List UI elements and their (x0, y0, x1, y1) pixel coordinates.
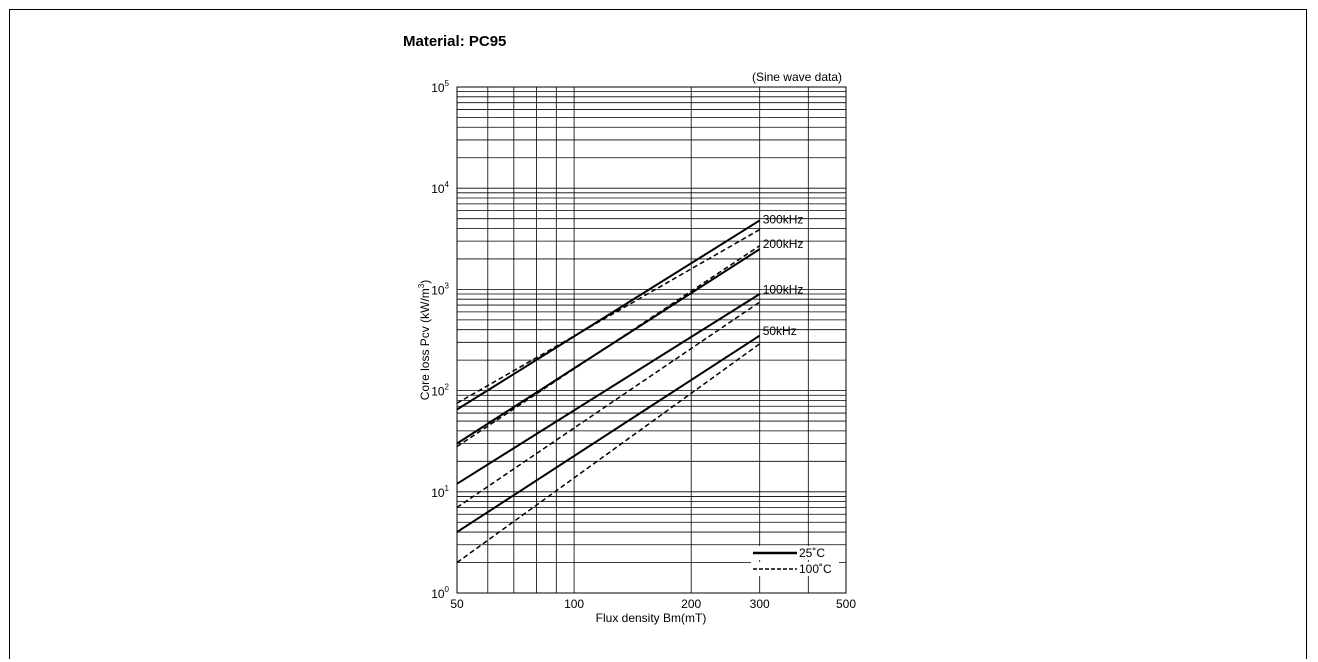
curve-label-50kHz: 50kHz (763, 324, 797, 338)
series-line-100kHz-dashed (456, 301, 761, 509)
series-line-200kHz-solid (456, 248, 761, 445)
x-tick-label: 500 (836, 597, 856, 611)
curve-label-100kHz: 100kHz (763, 282, 804, 296)
series-layer (456, 219, 761, 564)
series-line-300kHz-solid (456, 219, 761, 411)
series-line-50kHz-solid (456, 334, 761, 533)
curve-labels: 300kHz 200kHz 100kHz 50kHz (763, 213, 804, 338)
series-line-300kHz-dashed (456, 228, 761, 404)
y-axis-label-sup: 3 (417, 283, 426, 288)
x-tick-label: 100 (564, 597, 584, 611)
x-tick-label: 200 (681, 597, 701, 611)
x-tick-label: 50 (450, 597, 464, 611)
sine-wave-note: (Sine wave data) (752, 70, 842, 84)
y-axis-label: Core loss Pcv (kW/m3) (417, 280, 432, 400)
curve-label-200kHz: 200kHz (763, 237, 804, 251)
plot-area (456, 86, 847, 594)
y-axis-label-end: ) (418, 280, 432, 284)
curve-label-300kHz: 300kHz (763, 213, 804, 227)
x-tick-label: 300 (750, 597, 770, 611)
series-line-50kHz-dashed (456, 343, 761, 564)
series-line-100kHz-solid (456, 293, 761, 485)
legend: 25˚C 100˚C (751, 546, 839, 576)
series-line-200kHz-dashed (456, 245, 761, 448)
y-tick-label: 102 (431, 383, 449, 399)
y-tick-label: 100 (431, 585, 449, 601)
y-axis-label-main: Core loss Pcv (kW/m (418, 288, 432, 400)
legend-label: 100˚C (799, 562, 832, 576)
x-axis-label: Flux density Bm(mT) (596, 611, 707, 625)
chart-title: Material: PC95 (403, 33, 507, 50)
y-tick-label: 103 (431, 281, 449, 297)
figure-frame (9, 9, 1307, 659)
y-tick-label: 104 (431, 180, 449, 196)
grid (457, 87, 846, 593)
legend-label: 25˚C (799, 546, 825, 560)
y-tick-label: 101 (431, 484, 449, 500)
y-tick-label: 105 (431, 79, 449, 95)
